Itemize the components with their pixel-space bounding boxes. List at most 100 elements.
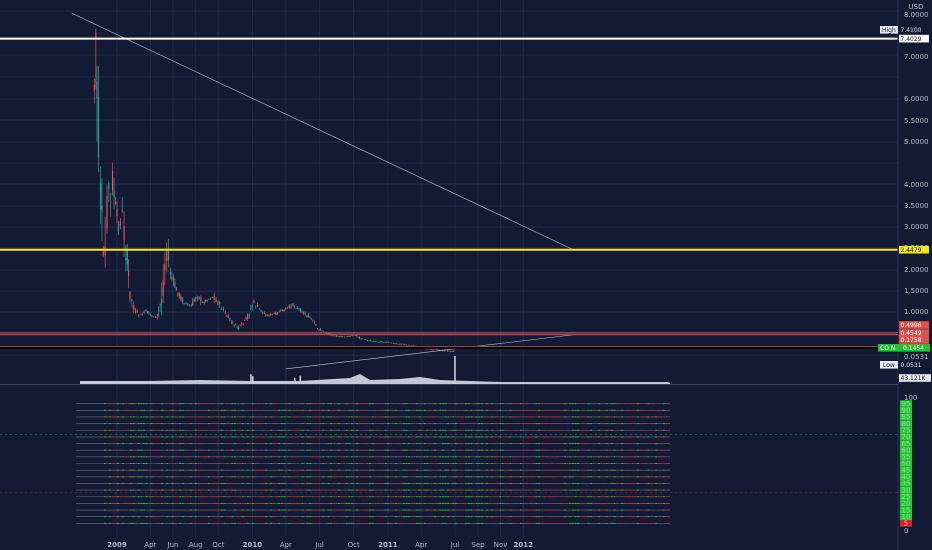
oscillator-segment xyxy=(273,403,275,405)
oscillator-segment xyxy=(374,403,377,405)
oscillator-segment xyxy=(182,482,184,484)
oscillator-segment xyxy=(366,416,369,418)
oscillator-segment xyxy=(286,469,288,471)
oscillator-segment xyxy=(660,502,663,504)
high-value: 7.4100 xyxy=(901,27,922,34)
oscillator-segment xyxy=(475,456,478,458)
volume-series xyxy=(80,356,670,384)
oscillator-segment xyxy=(111,516,114,518)
oscillator-segment xyxy=(163,456,166,458)
oscillator-segment xyxy=(600,443,603,445)
oscillator-segment xyxy=(379,409,382,411)
oscillator-segment xyxy=(291,436,293,438)
oscillator-segment xyxy=(176,456,179,458)
oscillator-segment xyxy=(234,476,236,478)
oscillator-segment xyxy=(148,496,150,498)
oscillator-segment xyxy=(382,463,384,464)
oscillator-segment xyxy=(579,429,582,431)
oscillator-segment xyxy=(257,463,260,464)
oscillator-segment xyxy=(215,456,218,458)
oscillator-segment xyxy=(535,469,538,471)
oscillator-segment xyxy=(468,456,470,458)
oscillator-segment xyxy=(306,403,309,405)
oscillator-segment xyxy=(618,436,621,438)
oscillator-segment xyxy=(218,476,221,478)
oscillator-segment xyxy=(559,409,561,411)
price-axis[interactable]: USD 8.00007.00006.00005.50005.00004.0000… xyxy=(904,3,929,361)
oscillator-segment xyxy=(117,469,119,471)
oscillator-segment xyxy=(122,403,124,405)
oscillator-segment xyxy=(153,496,156,498)
candle-body xyxy=(437,349,439,351)
oscillator-segment xyxy=(332,429,335,431)
oscillator-segment xyxy=(171,423,174,425)
oscillator-segment xyxy=(418,476,421,478)
oscillator-segment xyxy=(598,522,600,524)
oscillator-segment xyxy=(195,469,197,471)
oscillator-segment xyxy=(273,443,275,445)
oscillator-segment xyxy=(525,522,527,524)
oscillator-segment xyxy=(629,449,631,451)
oscillator-segment xyxy=(514,509,517,511)
oscillator-segment xyxy=(522,522,525,524)
oscillator-segment xyxy=(241,403,244,405)
oscillator-segment xyxy=(621,482,624,484)
oscillator-segment xyxy=(639,482,642,484)
oscillator-segment xyxy=(117,416,119,418)
oscillator-segment xyxy=(197,496,200,498)
oscillator-segment xyxy=(130,436,132,438)
oscillator-segment xyxy=(228,496,231,498)
oscillator-segment xyxy=(366,463,369,464)
oscillator-axis[interactable]: 1009590858075706560555045403530252015105… xyxy=(900,394,917,535)
oscillator-segment xyxy=(392,502,395,504)
oscillator-segment xyxy=(171,416,174,418)
oscillator-segment xyxy=(650,403,652,405)
oscillator-segment xyxy=(132,516,135,518)
oscillator-segment xyxy=(642,482,644,484)
oscillator-segment xyxy=(332,436,335,438)
oscillator-segment xyxy=(325,423,327,425)
oscillator-segment xyxy=(634,436,637,438)
oscillator-segment xyxy=(574,489,577,491)
oscillator-segment xyxy=(124,509,127,511)
oscillator-segment xyxy=(478,463,481,464)
oscillator-segment xyxy=(377,482,379,484)
oscillator-segment xyxy=(486,496,488,498)
candle-body xyxy=(435,349,437,350)
oscillator-segment xyxy=(254,502,257,504)
oscillator-segment xyxy=(195,482,197,484)
oscillator-segment xyxy=(410,496,413,498)
oscillator-segment xyxy=(358,463,361,464)
oscillator-segment xyxy=(156,423,158,425)
oscillator-segment xyxy=(247,476,249,478)
oscillator-segment xyxy=(613,482,616,484)
oscillator-segment xyxy=(491,489,494,491)
oscillator-segment xyxy=(280,463,283,464)
oscillator-segment xyxy=(470,429,473,431)
oscillator-segment xyxy=(132,456,135,458)
oscillator-segment xyxy=(665,436,668,438)
oscillator-segment xyxy=(421,509,423,511)
candle-body xyxy=(345,336,347,338)
oscillator-segment xyxy=(408,509,410,511)
oscillator-segment xyxy=(145,516,148,518)
oscillator-segment xyxy=(234,423,236,425)
oscillator-segment xyxy=(390,456,392,458)
drawing-lines[interactable] xyxy=(0,12,898,370)
oscillator-segment xyxy=(231,476,234,478)
oscillator-segment xyxy=(106,449,109,451)
oscillator-segment xyxy=(226,403,228,405)
oscillator-segment xyxy=(631,469,634,471)
oscillator-segment xyxy=(387,449,390,451)
oscillator-segment xyxy=(226,409,228,411)
oscillator-segment xyxy=(504,469,507,471)
oscillator-segment xyxy=(283,509,286,511)
oscillator-segment xyxy=(530,469,533,471)
oscillator-segment xyxy=(613,509,616,511)
time-axis[interactable]: 2009 Apr Jun Aug Oct 2010 Apr Jul Oct 2011 Apr Jul S… xyxy=(107,541,533,549)
oscillator-segment xyxy=(486,476,488,478)
candle-body xyxy=(245,317,247,319)
oscillator-segment xyxy=(561,463,564,464)
oscillator-segment xyxy=(634,409,637,411)
